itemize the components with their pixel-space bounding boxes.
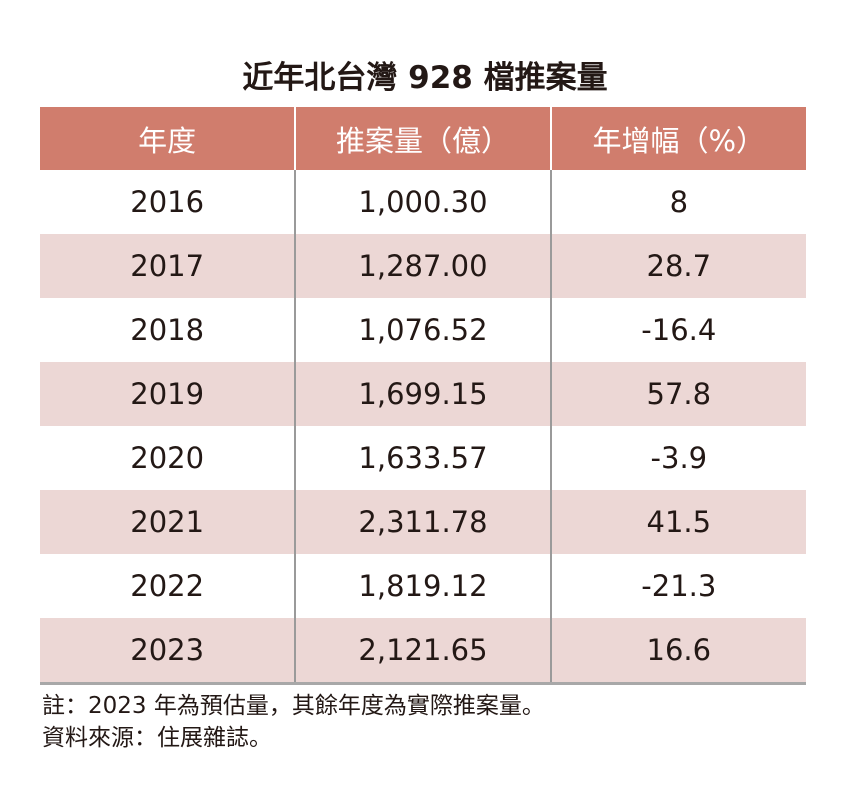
cell-volume: 1,633.57	[294, 426, 551, 490]
cell-growth: 57.8	[549, 362, 806, 426]
cell-year: 2018	[130, 313, 205, 347]
cell-growth: -3.9	[549, 426, 806, 490]
note-estimate: 註：2023 年為預估量，其餘年度為實際推案量。	[42, 693, 545, 719]
cell-year: 2019	[40, 362, 296, 426]
table-row: 2023 2,121.65 16.6	[40, 618, 806, 685]
cell-growth: -16.4	[549, 298, 806, 362]
cell-growth: -21.3	[549, 554, 806, 618]
header-volume: 推案量（億）	[294, 107, 551, 170]
cell-year: 2021	[40, 490, 296, 554]
table-row: 2021 2,311.78 41.5	[40, 490, 806, 554]
notes: 註：2023 年為預估量，其餘年度為實際推案量。 資料來源：住展雜誌。	[42, 690, 545, 754]
cell-volume: 1,819.12	[294, 554, 551, 618]
table-row: 2017 1,287.00 28.7	[40, 234, 806, 298]
header-growth: 年增幅（%）	[549, 107, 806, 170]
cell-volume: 2,121.65	[294, 618, 551, 685]
cell-year: 2017	[40, 234, 296, 298]
cell-growth: 16.6	[549, 618, 806, 685]
cell-year: 2023	[40, 618, 296, 685]
table-row: 2019 1,699.15 57.8	[40, 362, 806, 426]
cell-volume: 1,287.00	[294, 234, 551, 298]
cell-growth: 41.5	[549, 490, 806, 554]
table-row: 2018 1,076.52 -16.4	[40, 298, 806, 362]
header-row: 年度 推案量（億） 年增幅（%）	[40, 107, 806, 170]
cell-growth: 8	[549, 170, 806, 234]
note-source: 資料來源：住展雜誌。	[42, 725, 272, 751]
table-row: 2020 1,633.57 -3.9	[40, 426, 806, 490]
cell-volume: 1,076.52	[294, 298, 551, 362]
cell-year: 2016	[130, 185, 205, 219]
cell-year: 2020	[130, 441, 205, 475]
cell-volume: 1,000.30	[294, 170, 551, 234]
cell-growth: 28.7	[549, 234, 806, 298]
header-year: 年度	[40, 107, 296, 170]
cell-volume: 1,699.15	[294, 362, 551, 426]
table-row: 2016 1,000.30 8	[40, 170, 806, 234]
cell-year: 2022	[130, 569, 205, 603]
cell-volume: 2,311.78	[294, 490, 551, 554]
table-row: 2022 1,819.12 -21.3	[40, 554, 806, 618]
data-table: 年度 推案量（億） 年增幅（%） 2016 1,000.30 8 2017 1,287.…	[40, 107, 806, 685]
table-title: 近年北台灣 928 檔推案量	[242, 60, 608, 96]
